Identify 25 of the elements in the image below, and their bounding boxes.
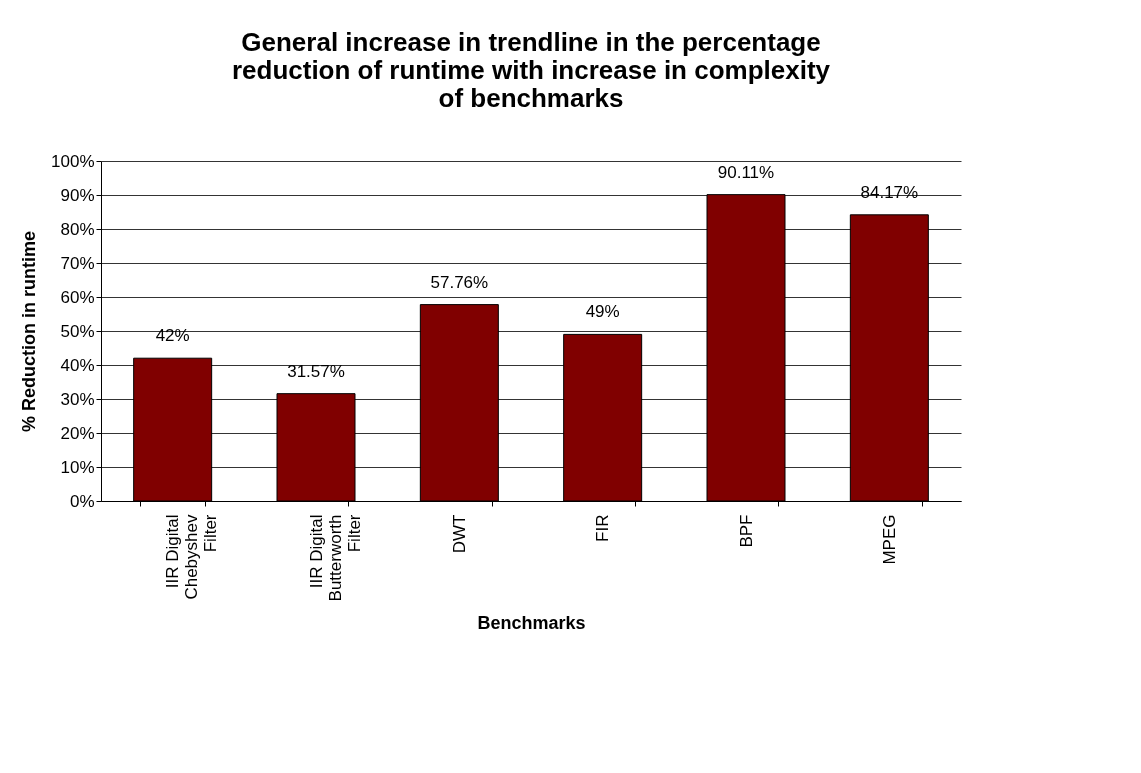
y-tick-label: 30% <box>60 389 95 409</box>
data-label: 90.11% <box>717 162 775 182</box>
x-tick-label: MPEG <box>879 514 899 565</box>
data-label: 57.76% <box>430 272 489 292</box>
y-tick-label: 20% <box>60 423 95 443</box>
x-tick-label: IIR Digital Chebyshev Filter <box>163 514 221 600</box>
x-tick-label: IIR Digital Butterworth Filter <box>306 514 364 602</box>
y-axis-title: % Reduction in runtime <box>19 230 40 433</box>
y-tick-label: 40% <box>60 355 95 375</box>
x-tick-label: DWT <box>449 514 469 554</box>
y-tick-label: 90% <box>60 185 95 205</box>
y-tick-label: 70% <box>60 253 95 273</box>
y-tick-label: 10% <box>60 457 95 477</box>
data-label: 31.57% <box>287 361 345 381</box>
chart-title: General increase in trendline in the percentage reduction of runtime with increase in complexity of benchmarks <box>231 27 831 113</box>
y-tick-label: 100% <box>51 151 95 171</box>
x-tick-label: FIR <box>593 514 613 542</box>
x-axis-title: Benchmarks <box>477 613 586 634</box>
y-tick-label: 60% <box>60 287 95 307</box>
x-tick-label: BPF <box>736 514 756 548</box>
y-tick-label: 50% <box>60 321 95 341</box>
data-label: 42% <box>155 326 190 346</box>
data-label: 49% <box>585 302 620 322</box>
y-tick-label: 80% <box>60 219 95 239</box>
y-tick-label: 0% <box>69 491 95 511</box>
